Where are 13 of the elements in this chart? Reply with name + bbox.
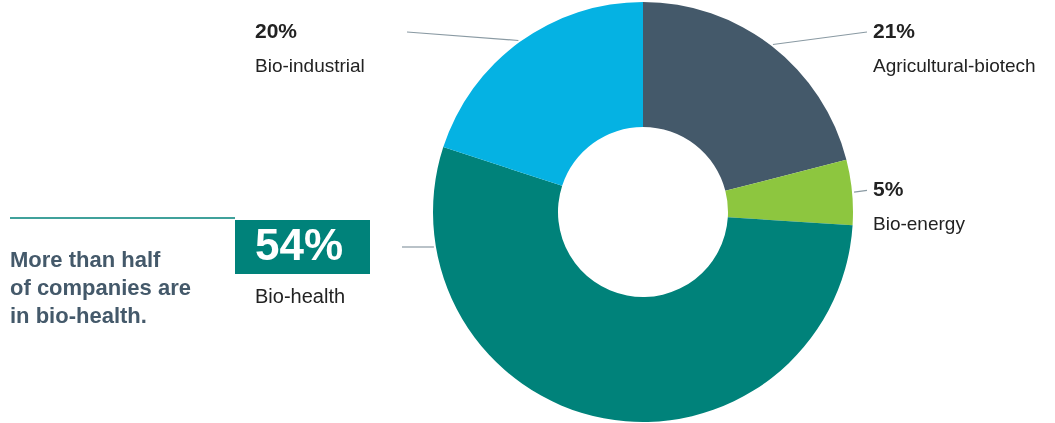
donut-slice	[643, 2, 847, 191]
data-label: 20%	[255, 19, 298, 42]
donut-slice	[725, 159, 853, 226]
data-label: 54%	[255, 220, 344, 269]
data-label: 5%	[873, 177, 904, 201]
slice-label: Bio-industrial	[255, 55, 365, 76]
donut-slice	[433, 147, 853, 422]
donut-slice	[443, 2, 643, 186]
slice-label: Bio-health	[255, 285, 346, 307]
slice-label: Agricultural-biotech	[873, 55, 1036, 76]
data-label: 21%	[873, 19, 916, 42]
slice-label: Bio-energy	[873, 213, 966, 235]
text: More than half of companies are in bio-health.	[10, 247, 191, 328]
